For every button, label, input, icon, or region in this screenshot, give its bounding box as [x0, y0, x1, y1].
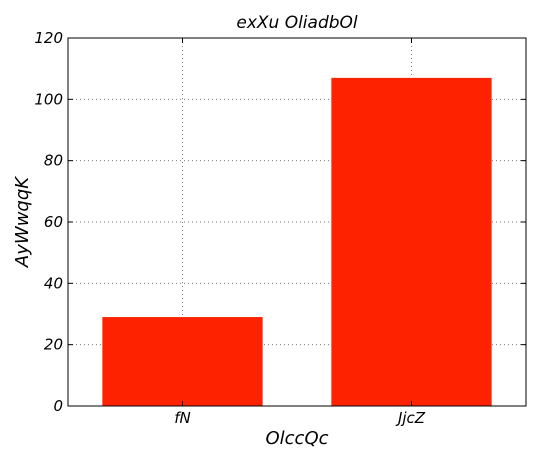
x-tick-label: fN: [174, 409, 191, 427]
bar: [331, 77, 492, 406]
x-axis-label: OlccQc: [265, 428, 328, 449]
y-tick-label: 0: [53, 397, 63, 415]
y-axis-label: AyWwqqK: [12, 176, 33, 268]
y-tick-label: 40: [44, 274, 63, 292]
bars: [102, 77, 492, 406]
y-tick-label: 20: [44, 336, 63, 354]
y-tick-label: 100: [34, 90, 63, 108]
y-tick-label: 120: [34, 29, 63, 47]
x-ticks: fN JjcZ: [174, 38, 426, 427]
chart-title: exXu OliadbOl: [236, 13, 358, 33]
y-ticks: 0 20 40 60 80 100 120: [34, 29, 526, 415]
y-tick-label: 80: [44, 152, 63, 170]
y-tick-label: 60: [44, 213, 63, 231]
bar: [102, 317, 263, 406]
x-tick-label: JjcZ: [395, 409, 426, 427]
